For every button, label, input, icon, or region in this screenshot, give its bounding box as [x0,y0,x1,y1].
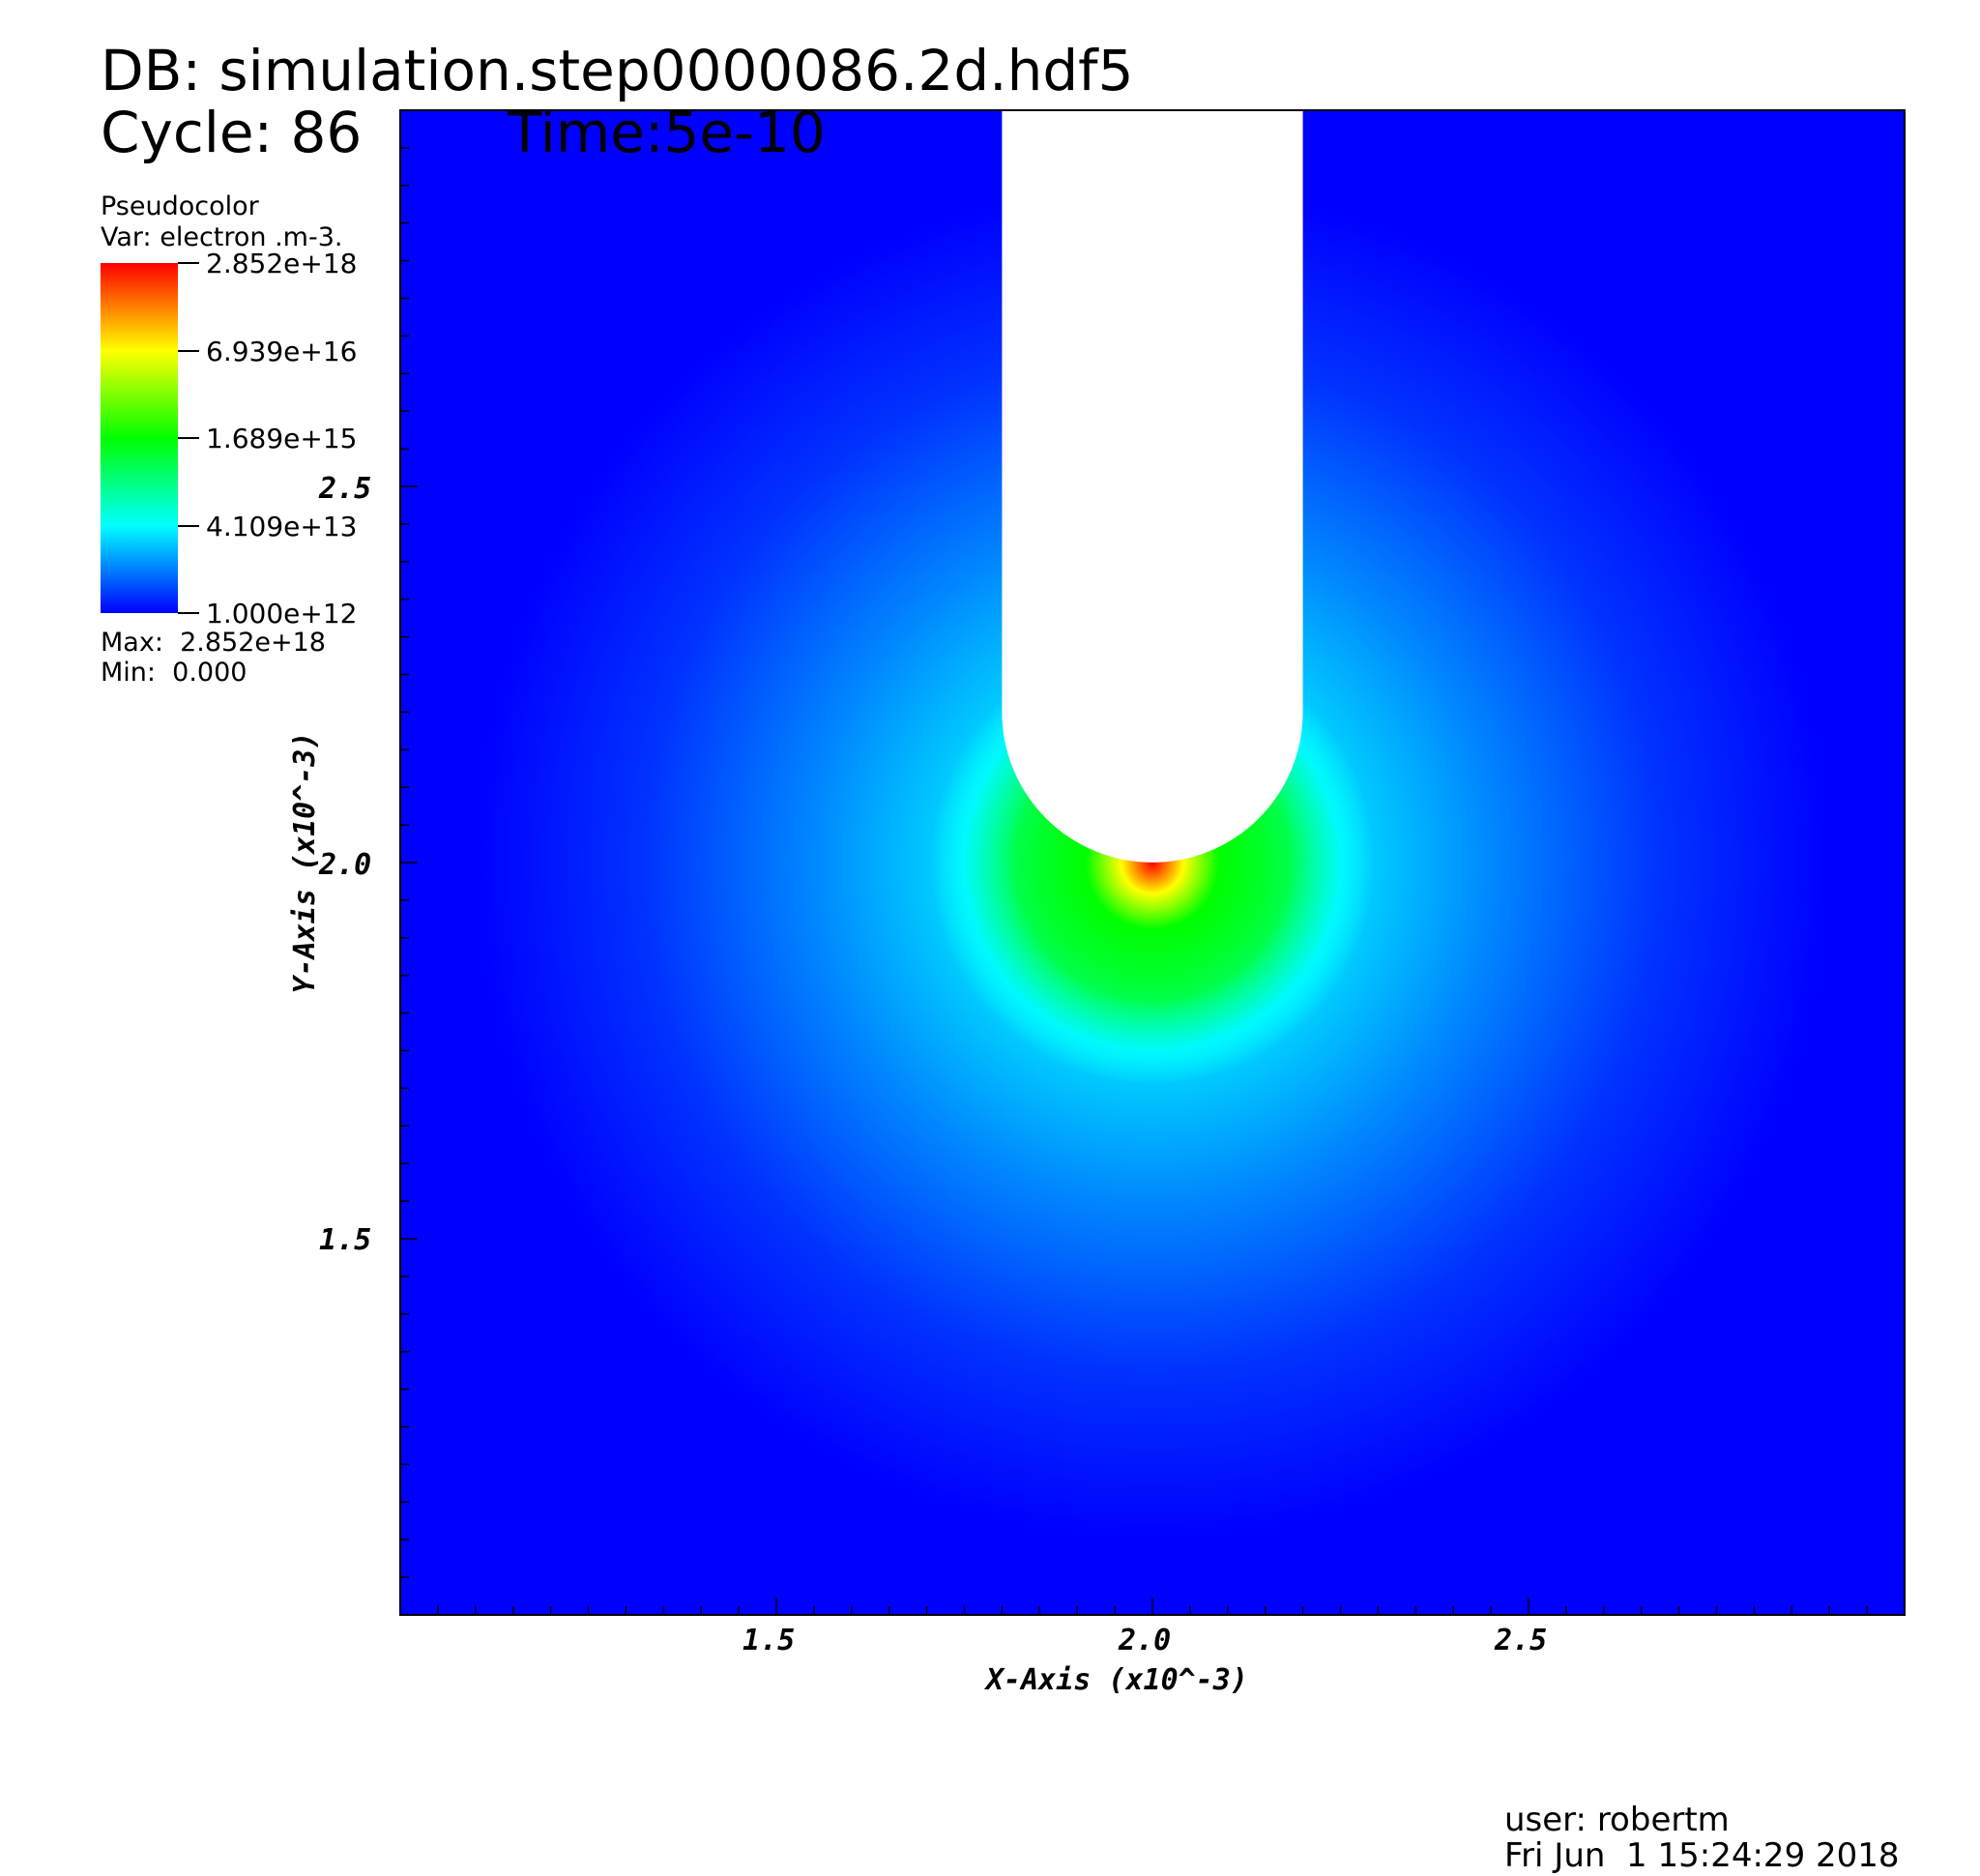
footer-date: Fri Jun 1 15:24:29 2018 [1504,1836,1900,1875]
colorbar-tick [178,525,199,527]
colorbar [101,263,178,613]
x-tick-label: 2.5 [1495,1624,1548,1657]
x-axis-ticks [399,1598,1906,1615]
colorbar-label: 4.109e+13 [206,511,358,542]
colorbar-tick [178,262,199,264]
y-tick-label: 2.5 [319,472,372,506]
colorbar-tick [178,612,199,614]
x-tick-label: 2.0 [1119,1624,1172,1657]
y-axis-ticks [400,109,418,1616]
x-axis-label: X-Axis (x10^-3) [986,1663,1248,1697]
footer-user: user: robertm [1504,1801,1730,1839]
colorbar-tick [178,350,199,352]
y-axis-label: Y-Axis (x10^-3) [288,731,322,994]
x-tick-label: 1.5 [742,1624,796,1657]
database-label: DB: simulation.step0000086.2d.hdf5 [101,38,1134,103]
colorbar-label: 1.689e+15 [206,423,358,454]
y-tick-label: 2.0 [319,848,372,882]
electrode-region [1002,110,1303,863]
legend-max: Max: 2.852e+18 [101,628,326,658]
legend-min: Min: 0.000 [101,658,248,688]
colorbar-label-max: 2.852e+18 [206,248,358,279]
legend-plot-type: Pseudocolor [101,191,259,221]
colorbar-label: 6.939e+16 [206,336,358,367]
legend-variable: Var: electron .m-3. [101,222,343,252]
colorbar-tick [178,437,199,439]
cycle-label: Cycle: 86 [101,100,363,165]
y-tick-label: 1.5 [319,1223,372,1257]
time-label: Time:5e-10 [508,100,826,165]
colorbar-label-min: 1.000e+12 [206,598,358,630]
